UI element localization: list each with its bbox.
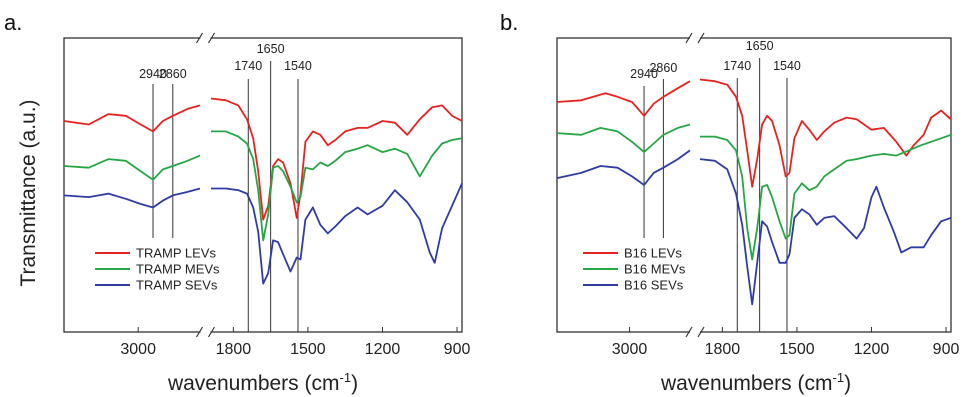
axis-break-gap — [200, 329, 211, 335]
legend-label: B16 SEVs — [624, 278, 684, 293]
peak-marker-label: 2860 — [159, 67, 187, 81]
peak-marker-label: 2940 — [630, 67, 658, 81]
axis-break-mark — [697, 32, 705, 44]
peak-marker-label: 1540 — [773, 59, 801, 73]
panel-label: a. — [4, 10, 22, 35]
x-tick-label: 3000 — [120, 341, 156, 358]
x-axis-label: wavenumbers (cm-1) — [167, 370, 358, 395]
series-line — [63, 154, 201, 181]
axis-break-mark — [207, 32, 216, 44]
legend-label: B16 MEVs — [624, 262, 686, 277]
series-line — [210, 97, 463, 221]
axis-break-mark — [195, 326, 204, 338]
x-tick-label: 1200 — [854, 341, 890, 358]
x-tick-label: 1800 — [705, 341, 741, 358]
series-line — [211, 130, 463, 242]
axis-break-mark — [685, 326, 693, 338]
peak-marker-label: 1650 — [257, 42, 285, 56]
axis-break-mark — [195, 32, 204, 44]
series-line — [556, 149, 691, 186]
series-line — [211, 182, 463, 285]
plot-frame — [556, 37, 952, 333]
panel-b: b. wavenumbers (cm-1) 3000 1800 1500 1200 90… — [500, 10, 959, 395]
peak-marker-label: 1740 — [234, 59, 262, 73]
x-tick-label: 900 — [933, 341, 960, 358]
peak-marker-label: 1650 — [746, 39, 774, 53]
series-line — [699, 158, 952, 306]
x-tick-label: 900 — [444, 341, 471, 358]
legend-label: TRAMP LEVs — [136, 246, 216, 261]
legend-label: TRAMP MEVs — [136, 262, 220, 277]
axis-break-mark — [207, 326, 216, 338]
series-line — [63, 187, 201, 209]
y-axis-label: Transmittance (a.u.) — [17, 99, 40, 286]
axis-break-mark — [685, 32, 693, 44]
panel-a: a. Transmittance (a.u.) wavenumbers (cm-… — [4, 10, 470, 395]
panel-label: b. — [500, 10, 518, 35]
peak-marker-label: 1540 — [284, 59, 312, 73]
axis-break-gap — [690, 329, 700, 335]
axis-break-gap — [690, 35, 700, 41]
axis-break-gap — [200, 35, 211, 41]
series-line — [699, 78, 952, 188]
x-axis-label: wavenumbers (cm-1) — [660, 370, 851, 395]
legend-label: TRAMP SEVs — [136, 278, 218, 293]
x-tick-label: 1500 — [290, 341, 326, 358]
series-line — [63, 104, 201, 133]
series-line — [556, 80, 691, 117]
legend-label: B16 LEVs — [624, 246, 682, 261]
x-tick-label: 1800 — [216, 341, 252, 358]
peak-marker-label: 1740 — [723, 59, 751, 73]
axis-break-mark — [697, 326, 705, 338]
peak-marker-label: 2860 — [649, 61, 677, 75]
peak-marker-label: 2940 — [139, 67, 167, 81]
series-line — [700, 133, 952, 261]
x-tick-label: 3000 — [612, 341, 648, 358]
series-line — [556, 123, 691, 153]
x-tick-label: 1200 — [365, 341, 401, 358]
x-tick-label: 1500 — [779, 341, 815, 358]
